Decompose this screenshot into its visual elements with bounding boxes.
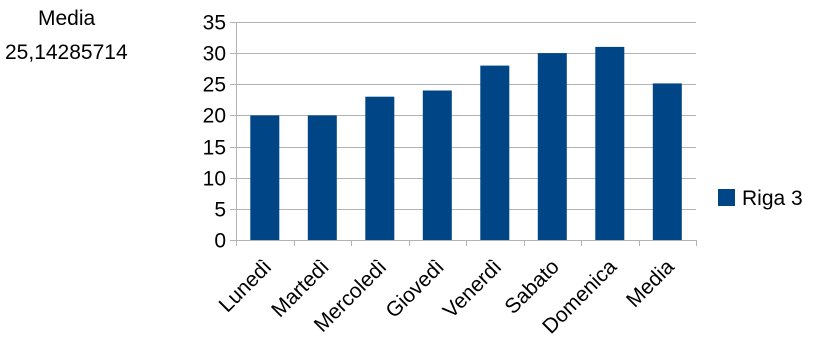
x-tick-labels: LunedìMartedìMercoledìGiovedìVenerdìSaba… [215,255,679,338]
y-tick-label: 30 [203,43,226,66]
bar-4 [422,90,452,240]
bar-3 [365,96,395,240]
bar-6 [537,53,567,240]
y-tick-label: 10 [203,168,226,191]
y-tick-label: 35 [203,12,226,35]
x-tick-label: Venerdì [439,255,506,322]
bar-7 [595,46,625,241]
legend: Riga 3 [718,187,803,210]
y-tick-label: 5 [214,199,226,222]
x-tick-label: Giovedì [381,255,448,322]
y-tick-label: 20 [203,105,226,128]
bar-8 [652,83,682,241]
bar-5 [480,65,510,240]
bar-2 [307,115,337,240]
x-tick-label: Lunedì [215,255,277,317]
bars [250,46,682,241]
y-tick-label: 25 [203,74,226,97]
cell-label-media: Media [38,7,96,30]
legend-swatch [718,189,735,206]
axes [236,22,697,246]
y-tick-labels: 0 5 10 15 20 25 30 35 [203,12,226,253]
cell-value-media: 25,14285714 [5,41,128,64]
legend-label: Riga 3 [742,187,803,210]
bar-1 [250,115,280,240]
y-tick-label: 15 [203,137,226,160]
grid-lines [230,22,696,241]
y-tick-label: 0 [214,230,226,253]
x-tick-label: Media [622,255,679,312]
